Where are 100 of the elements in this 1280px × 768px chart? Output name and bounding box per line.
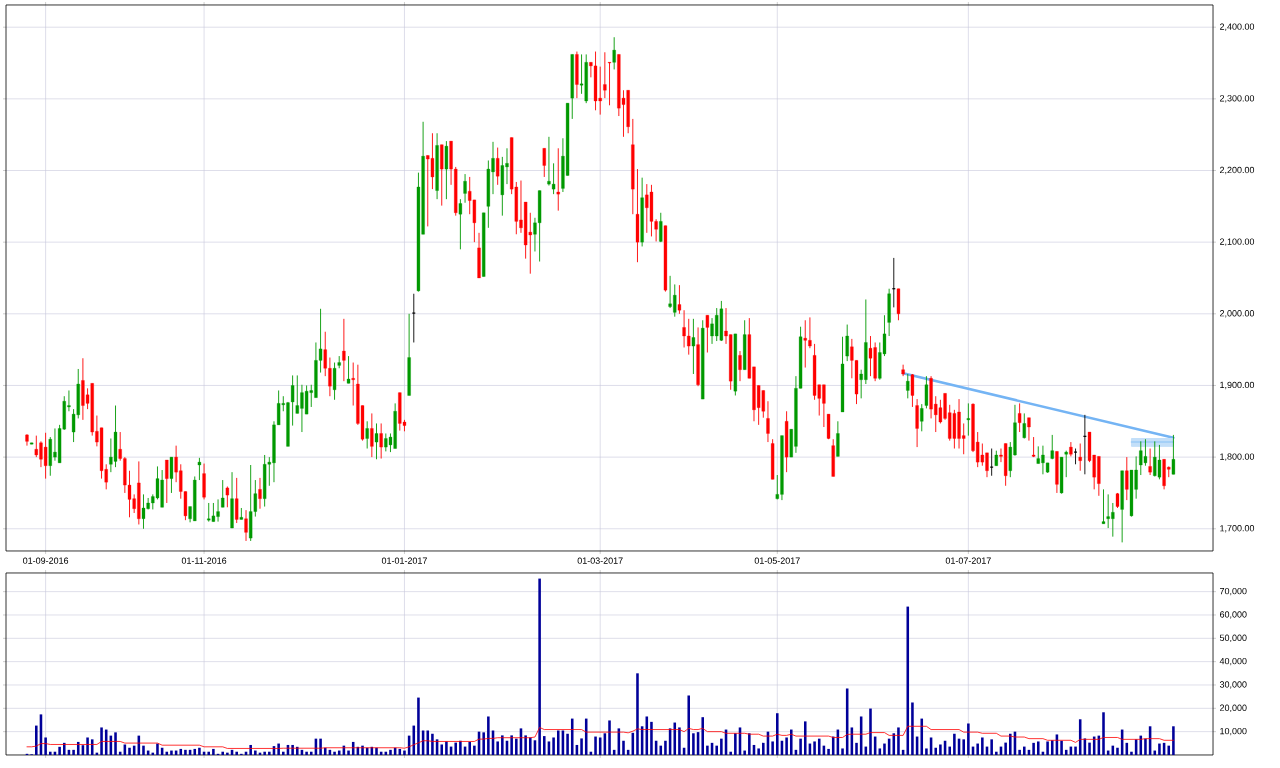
bar xyxy=(440,744,444,755)
bar xyxy=(529,737,532,755)
y-tick-label: 2,000.00 xyxy=(1220,310,1255,318)
candlestick xyxy=(924,375,929,409)
bar xyxy=(827,748,830,755)
bar xyxy=(673,722,677,755)
candlestick xyxy=(496,147,500,186)
y-tick-label: 2,200.00 xyxy=(1220,166,1255,175)
candlestick xyxy=(463,173,467,204)
candlestick xyxy=(1125,456,1129,501)
bar xyxy=(720,738,723,755)
bar xyxy=(990,739,993,755)
bar xyxy=(1172,726,1175,755)
candlestick xyxy=(411,293,416,343)
bar xyxy=(1018,749,1021,755)
candlestick xyxy=(766,400,770,443)
bar xyxy=(566,733,569,755)
bar xyxy=(1116,747,1119,755)
bar xyxy=(291,744,294,755)
candlestick xyxy=(705,314,710,353)
candlestick xyxy=(836,420,840,457)
bar xyxy=(235,751,238,755)
bar xyxy=(687,695,691,755)
bar xyxy=(501,735,504,755)
bar xyxy=(594,736,597,755)
bar xyxy=(309,751,313,755)
bar xyxy=(785,737,788,755)
candlestick xyxy=(910,373,915,408)
candlestick xyxy=(351,362,355,406)
bar xyxy=(72,749,75,755)
bar xyxy=(1130,751,1133,755)
candlestick xyxy=(444,140,449,200)
candlestick xyxy=(221,479,225,508)
candlestick xyxy=(332,362,337,401)
candlestick xyxy=(1101,488,1106,525)
y-tick-label: 40,000 xyxy=(1219,657,1247,666)
bar xyxy=(976,743,979,755)
candlestick xyxy=(1157,444,1162,480)
candlestick xyxy=(738,350,742,382)
bar xyxy=(1074,746,1077,755)
bar xyxy=(193,748,197,755)
bar xyxy=(468,741,471,755)
x-tick-label: 01-11-2016 xyxy=(181,557,227,564)
bar xyxy=(715,745,718,755)
bar xyxy=(524,735,527,755)
candlestick xyxy=(258,477,262,510)
x-tick-label: 01-05-2017 xyxy=(754,557,800,564)
bar xyxy=(967,723,970,755)
candlestick xyxy=(379,422,383,459)
bar xyxy=(552,737,555,755)
candlestick xyxy=(989,448,994,477)
bar xyxy=(142,745,145,755)
bar xyxy=(445,741,448,755)
bar xyxy=(179,748,183,755)
bar xyxy=(799,738,802,755)
bar xyxy=(100,727,103,755)
candlestick xyxy=(1078,443,1082,472)
bar xyxy=(953,733,956,755)
bar xyxy=(934,747,938,755)
bar xyxy=(454,742,458,755)
candlestick xyxy=(966,402,970,437)
candlestick xyxy=(374,422,379,460)
candlestick xyxy=(1017,402,1022,433)
bar xyxy=(659,745,663,755)
bar xyxy=(841,748,844,755)
bar xyxy=(417,697,420,755)
bar xyxy=(35,725,38,755)
bar xyxy=(906,606,910,755)
bar xyxy=(729,751,732,755)
bar xyxy=(855,742,858,755)
bar xyxy=(268,751,271,755)
candlestick xyxy=(141,493,146,530)
bar xyxy=(939,744,942,755)
candlestick xyxy=(342,318,346,382)
bar xyxy=(757,748,760,755)
candlestick xyxy=(556,147,560,212)
candlestick xyxy=(370,412,374,458)
y-tick-label: 1,900.00 xyxy=(1220,381,1255,390)
candlestick xyxy=(235,477,239,524)
candlestick xyxy=(906,373,910,399)
candlestick xyxy=(225,486,230,508)
y-tick-label: 70,000 xyxy=(1220,587,1247,596)
bar xyxy=(282,751,285,755)
candlestick xyxy=(901,364,905,377)
candlestick xyxy=(244,509,248,542)
bar xyxy=(319,738,322,755)
bar xyxy=(90,739,94,755)
bar xyxy=(556,730,560,755)
candlestick xyxy=(43,432,48,480)
bar xyxy=(487,716,490,755)
bar xyxy=(277,743,280,755)
bar xyxy=(948,746,951,755)
bar xyxy=(542,736,546,755)
bar xyxy=(1088,742,1091,755)
candlestick xyxy=(1050,434,1054,460)
bar xyxy=(962,739,965,755)
candlestick xyxy=(691,318,696,375)
bar xyxy=(184,749,187,755)
bar xyxy=(803,721,807,755)
bar xyxy=(337,750,341,755)
